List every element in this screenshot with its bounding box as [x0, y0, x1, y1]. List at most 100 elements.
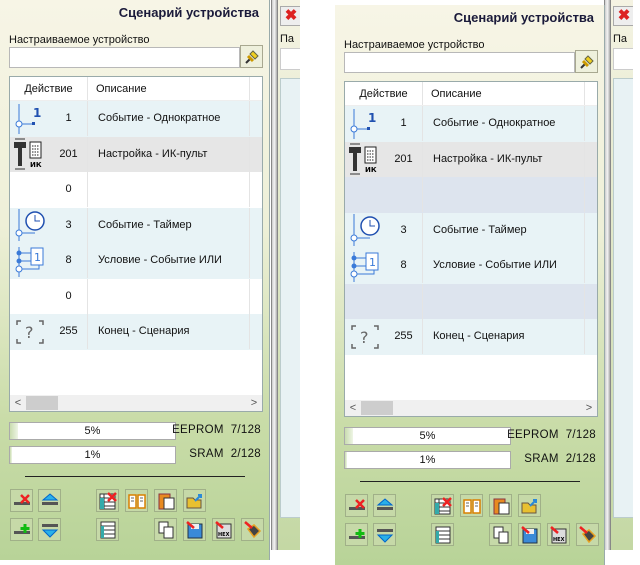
pin-button[interactable] — [240, 45, 263, 68]
action-code: 201 — [385, 141, 423, 177]
move-up-button[interactable] — [373, 494, 396, 517]
sram-usage: 2/128 — [230, 448, 261, 460]
table-row[interactable]: 1 8 Условие - Событие ИЛИ — [10, 243, 262, 279]
device-label: Настраиваемое устройство — [9, 34, 150, 46]
action-code: 255 — [385, 319, 423, 355]
eeprom-usage: 7/128 — [565, 429, 596, 441]
action-description: Событие - Таймер — [423, 212, 585, 248]
clear-table-button[interactable] — [431, 494, 454, 517]
open-book-button[interactable] — [125, 489, 148, 512]
upload-device-icon — [243, 520, 262, 539]
column-header-description[interactable]: Описание — [423, 82, 585, 105]
table-row[interactable]: ИК 201 Настройка - ИК-пульт — [345, 141, 597, 177]
close-icon[interactable]: ✖ — [280, 6, 300, 26]
action-code: 0 — [50, 278, 88, 314]
eeprom-usage-label: EEPROM 7/128 — [507, 429, 596, 441]
action-description — [423, 177, 585, 213]
svg-text:HEX: HEX — [218, 532, 230, 538]
table-row[interactable]: ИК 201 Настройка - ИК-пульт — [10, 136, 262, 172]
partial-input — [613, 48, 633, 70]
column-header-action[interactable]: Действие — [345, 82, 423, 105]
move-down-icon — [41, 522, 59, 538]
table-row[interactable] — [345, 283, 597, 319]
table-row[interactable]: ? 255 Конец - Сценария — [345, 319, 597, 355]
table-row[interactable]: 1 1 Событие - Однократное — [345, 106, 597, 142]
save-hex-button[interactable]: HEX — [212, 518, 235, 541]
close-icon[interactable]: ✖ — [613, 6, 633, 26]
scroll-left-icon[interactable]: < — [14, 397, 22, 409]
pin-button[interactable] — [575, 50, 598, 73]
save-hex-button[interactable]: HEX — [547, 523, 570, 546]
move-up-button[interactable] — [38, 489, 61, 512]
open-book-button[interactable] — [460, 494, 483, 517]
action-code: 8 — [385, 248, 423, 284]
open-folder-icon — [521, 497, 539, 515]
svg-text:HEX: HEX — [553, 537, 565, 543]
action-description: Условие - Событие ИЛИ — [423, 248, 585, 284]
scroll-thumb[interactable] — [26, 396, 58, 410]
device-input[interactable] — [9, 47, 240, 68]
horizontal-scrollbar[interactable]: < > — [10, 395, 262, 411]
svg-text:1: 1 — [33, 106, 41, 120]
clear-table-button[interactable] — [96, 489, 119, 512]
scroll-right-icon[interactable]: > — [250, 397, 258, 409]
action-description: Событие - Таймер — [88, 207, 250, 243]
save-button[interactable] — [518, 523, 541, 546]
event-once-icon: 1 — [10, 101, 50, 136]
open-book-icon — [462, 498, 481, 514]
event-once-icon: 1 — [345, 106, 385, 141]
partial-label: Па — [613, 33, 628, 45]
delete-row-button[interactable] — [345, 494, 368, 517]
column-header-action[interactable]: Действие — [10, 77, 88, 100]
table-header: Действие Описание — [345, 82, 597, 106]
svg-text:?: ? — [25, 323, 34, 342]
paste-button[interactable] — [489, 494, 512, 517]
copy-button[interactable] — [154, 518, 177, 541]
add-row-button[interactable] — [345, 523, 368, 546]
table-row[interactable]: 1 8 Условие - Событие ИЛИ — [345, 248, 597, 284]
table-row[interactable]: 3 Событие - Таймер — [10, 207, 262, 243]
table-row[interactable]: 0 — [10, 172, 262, 208]
action-code: 1 — [50, 101, 88, 137]
open-folder-button[interactable] — [518, 494, 541, 517]
action-description: Настройка - ИК-пульт — [88, 136, 250, 172]
scroll-right-icon[interactable]: > — [585, 402, 593, 414]
action-code: 1 — [385, 106, 423, 142]
partial-list — [280, 78, 300, 518]
table-row[interactable]: 3 Событие - Таймер — [345, 212, 597, 248]
delete-row-button[interactable] — [10, 489, 33, 512]
splitter[interactable] — [271, 0, 278, 550]
divider — [360, 481, 580, 482]
column-header-description[interactable]: Описание — [88, 77, 250, 100]
end-scenario-icon: ? — [345, 319, 385, 354]
table-row[interactable] — [345, 177, 597, 213]
scroll-left-icon[interactable]: < — [349, 402, 357, 414]
paste-button[interactable] — [154, 489, 177, 512]
delete-row-icon — [13, 493, 31, 508]
table-row[interactable]: 1 1 Событие - Однократное — [10, 101, 262, 137]
empty-icon — [10, 172, 50, 207]
sram-progress: 1% — [344, 451, 511, 469]
list-button[interactable] — [431, 523, 454, 546]
horizontal-scrollbar[interactable]: < > — [345, 400, 597, 416]
sram-percent: 1% — [84, 449, 101, 461]
device-input[interactable] — [344, 52, 575, 73]
table-row[interactable]: ? 255 Конец - Сценария — [10, 314, 262, 350]
upload-device-button[interactable] — [576, 523, 599, 546]
list-button[interactable] — [96, 518, 119, 541]
move-down-button[interactable] — [373, 523, 396, 546]
add-row-button[interactable] — [10, 518, 33, 541]
eeprom-percent: 5% — [84, 425, 101, 437]
action-code: 8 — [50, 243, 88, 279]
table-row[interactable]: 0 — [10, 278, 262, 314]
copy-button[interactable] — [489, 523, 512, 546]
upload-device-button[interactable] — [241, 518, 264, 541]
scroll-thumb[interactable] — [361, 401, 393, 415]
sram-usage-label: SRAM 2/128 — [524, 453, 596, 465]
open-folder-button[interactable] — [183, 489, 206, 512]
move-down-button[interactable] — [38, 518, 61, 541]
action-description: Конец - Сценария — [88, 314, 250, 350]
save-button[interactable] — [183, 518, 206, 541]
sram-usage: 2/128 — [565, 453, 596, 465]
splitter[interactable] — [604, 0, 611, 550]
